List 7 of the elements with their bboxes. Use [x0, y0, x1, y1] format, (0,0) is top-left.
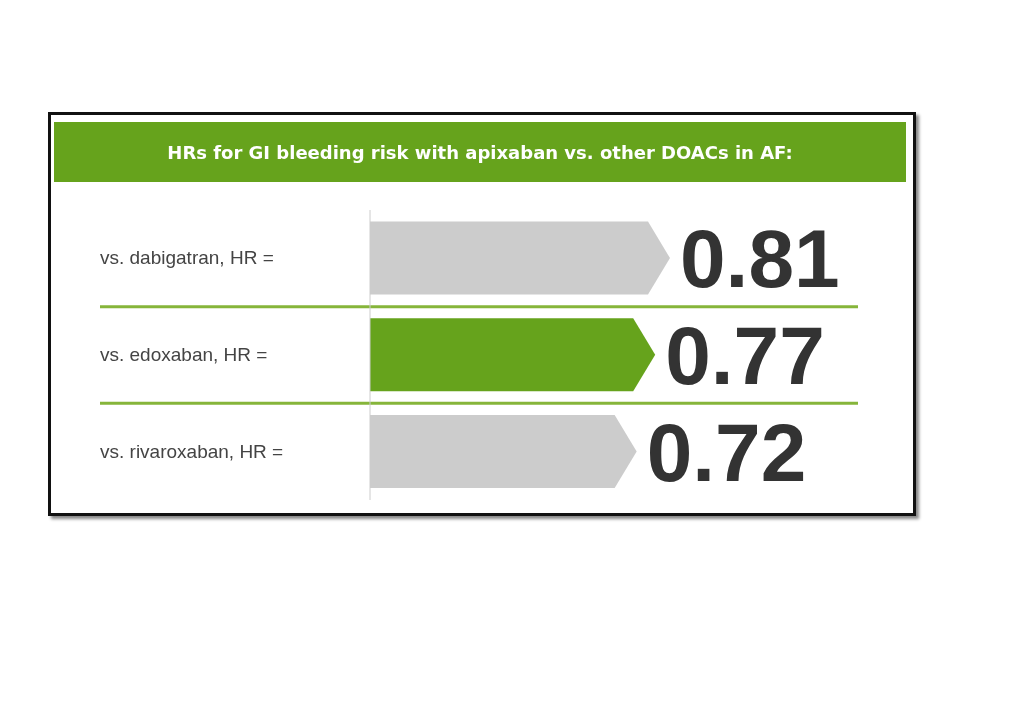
data-label: 0.72	[646, 406, 807, 498]
data-label: 0.77	[665, 309, 825, 401]
y-tick-label: vs. dabigatran, HR =	[100, 247, 274, 269]
data-label: 0.81	[680, 213, 840, 305]
chart-title: HRs for GI bleeding risk with apixaban vs. other DOACs in AF:	[167, 141, 793, 163]
y-tick-label: vs. edoxaban, HR =	[100, 344, 268, 365]
y-tick-label: vs. rivaroxaban, HR =	[100, 440, 284, 462]
